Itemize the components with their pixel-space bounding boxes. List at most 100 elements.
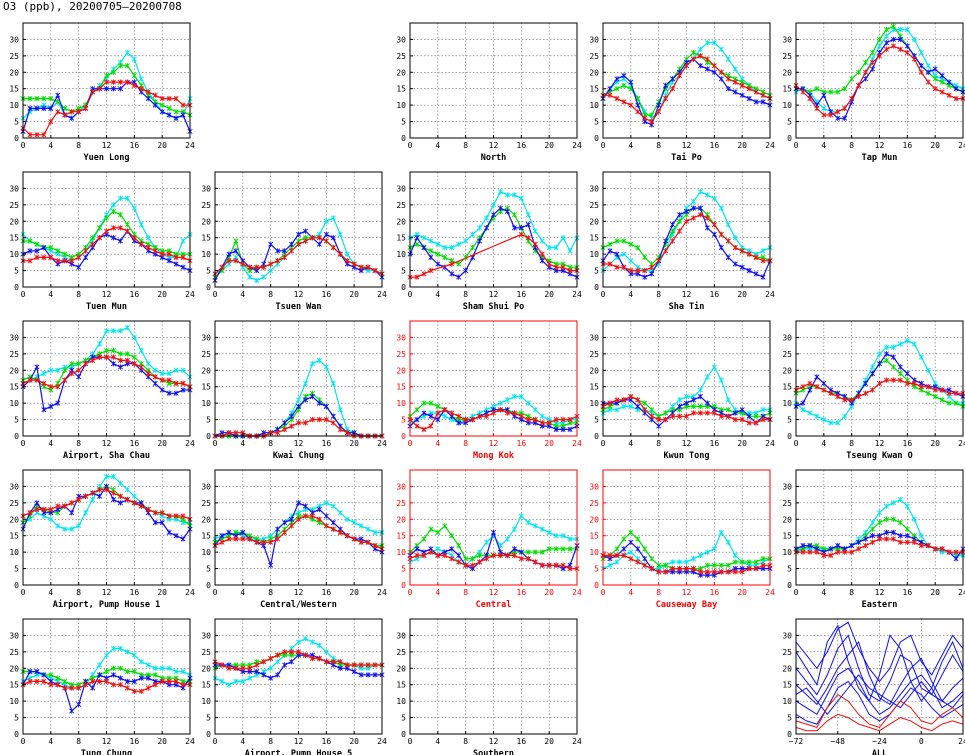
series-line-blue: [795, 640, 964, 706]
data-point: [904, 380, 910, 387]
data-point: [282, 662, 288, 668]
data-point: [800, 542, 806, 549]
data-point: [456, 274, 462, 280]
panel-airport-pump-house-5: 0 4 8 12 16 20 24 0 5 10 15 20 25 30 Airport, Pump Hou…: [201, 618, 387, 755]
data-point: [504, 552, 510, 559]
data-point: [649, 118, 655, 125]
data-point: [621, 99, 627, 105]
data-point: [428, 549, 434, 555]
data-point: [323, 364, 329, 370]
data-point: [110, 645, 116, 652]
data-point: [103, 86, 110, 92]
y-tick-label: 25: [782, 648, 792, 657]
data-point: [152, 519, 158, 526]
data-point: [842, 115, 848, 121]
data-point: [344, 251, 350, 257]
data-point: [753, 89, 759, 95]
x-tick-label: 8: [76, 588, 81, 597]
data-point: [890, 344, 896, 350]
panel-tsuen-wan: 0 4 8 12 16 20 24 0 5 10 15 20 25 30 Tsuen Wan: [201, 171, 387, 312]
x-tick-label: 12: [682, 141, 692, 150]
data-point: [849, 542, 855, 549]
series-line-blue: [795, 674, 964, 716]
data-point: [953, 390, 959, 396]
y-tick-label: 0: [206, 432, 211, 441]
data-point: [904, 338, 910, 344]
x-tick-label: 4: [435, 141, 440, 150]
data-point: [677, 397, 683, 403]
data-point: [683, 393, 690, 400]
data-point: [732, 569, 738, 575]
data-point: [152, 682, 158, 688]
data-point: [110, 473, 116, 480]
data-point: [344, 258, 350, 264]
data-point: [807, 380, 813, 387]
data-point: [34, 506, 40, 513]
data-point: [97, 225, 103, 231]
data-point: [103, 328, 110, 334]
data-point: [48, 672, 54, 678]
data-point: [117, 225, 123, 231]
data-point: [946, 92, 952, 98]
data-point: [76, 361, 82, 367]
x-tick-label: 4: [435, 439, 440, 448]
y-tick-label: 0: [206, 581, 211, 590]
data-point: [670, 565, 676, 572]
data-point: [442, 552, 448, 559]
y-tick-label: 15: [9, 234, 19, 243]
data-point: [525, 556, 531, 562]
data-point: [511, 552, 517, 559]
y-tick-label: 0: [787, 581, 792, 590]
data-point: [725, 413, 731, 419]
data-point: [76, 685, 82, 691]
x-tick-label: 4: [48, 588, 53, 597]
x-tick-label: 20: [737, 290, 747, 299]
data-point: [344, 662, 350, 668]
data-point: [62, 526, 68, 532]
y-tick-label: 15: [589, 383, 599, 392]
data-point: [309, 655, 315, 662]
x-tick-label: 12: [489, 141, 499, 150]
data-point: [295, 516, 302, 522]
data-point: [268, 241, 274, 247]
series-line-blue: [795, 667, 964, 716]
data-point: [704, 400, 710, 406]
data-point: [870, 370, 876, 377]
data-point: [62, 112, 68, 118]
data-point: [849, 95, 855, 102]
data-point: [518, 513, 524, 519]
data-point: [117, 682, 123, 688]
data-point: [344, 516, 350, 522]
data-point: [677, 218, 683, 224]
data-point: [145, 662, 151, 668]
x-tick-label: −72: [789, 737, 804, 746]
data-point: [732, 261, 738, 267]
data-point: [718, 244, 724, 251]
data-point: [330, 526, 336, 532]
data-point: [614, 552, 620, 559]
x-tick-label: 24: [958, 588, 965, 597]
data-point: [842, 549, 848, 555]
data-point: [302, 397, 308, 403]
data-point: [282, 248, 288, 254]
data-point: [145, 244, 151, 251]
data-point: [732, 244, 738, 251]
data-point: [876, 510, 883, 516]
data-point: [504, 410, 510, 416]
data-point: [890, 43, 896, 49]
data-point: [337, 665, 343, 671]
data-point: [159, 102, 165, 108]
data-point: [240, 665, 246, 671]
data-point: [621, 72, 627, 79]
data-point: [732, 559, 738, 565]
data-point: [753, 565, 759, 572]
series-line-red: [795, 713, 964, 732]
data-point: [247, 264, 253, 270]
y-tick-label: 0: [14, 581, 19, 590]
data-point: [145, 675, 151, 681]
data-point: [863, 380, 869, 387]
y-tick-label: 25: [201, 499, 211, 508]
data-point: [683, 208, 690, 215]
data-point: [268, 665, 274, 671]
data-point: [525, 221, 531, 228]
